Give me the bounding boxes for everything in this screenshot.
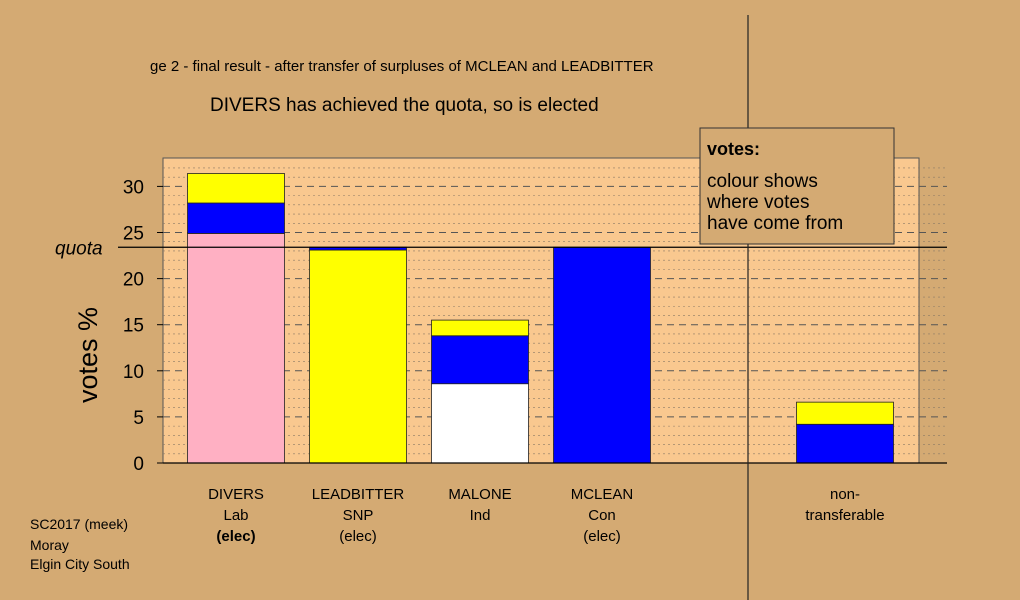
footer-info: SC2017 (meek) Moray Elgin City South: [30, 516, 130, 572]
x-label-party: transferable: [805, 507, 884, 524]
y-axis-label: votes %: [73, 307, 103, 403]
bar-segment: [431, 383, 529, 464]
bar-segment: [431, 335, 529, 385]
x-label-status: (elec): [339, 528, 377, 545]
legend-line: where votes: [706, 192, 809, 213]
chart-subtitle: DIVERS has achieved the quota, so is ele…: [210, 95, 599, 116]
x-label-party: Con: [588, 507, 616, 524]
legend-box: votes: colour shows where votes have com…: [699, 127, 895, 245]
x-label-status: (elec): [216, 528, 255, 545]
x-label-name: MCLEAN: [571, 486, 634, 503]
bar-segment: [431, 319, 529, 337]
footer-line: Elgin City South: [30, 556, 130, 572]
footer-line: Moray: [30, 537, 69, 553]
bar-segment: [796, 401, 894, 425]
x-axis-labels: DIVERS Lab (elec) LEADBITTER SNP (elec) MALONE…: [208, 486, 885, 545]
bar-segment: [187, 173, 285, 204]
x-label-name: non-: [830, 486, 860, 503]
bar-segment: [309, 249, 407, 464]
y-tick-label: 20: [123, 270, 144, 291]
bars: [187, 173, 894, 464]
stage-title: ge 2 - final result - after transfer of …: [150, 58, 654, 75]
x-label-name: LEADBITTER: [312, 486, 405, 503]
x-label-name: MALONE: [448, 486, 511, 503]
bar-segment: [187, 233, 285, 464]
y-tick-label: 0: [133, 454, 144, 475]
bar-segment: [553, 246, 651, 464]
x-label-name: DIVERS: [208, 486, 264, 503]
y-tick-label: 5: [133, 408, 144, 429]
y-tick-label: 10: [123, 362, 144, 383]
y-tick-label: 30: [123, 177, 144, 198]
bar-segment: [796, 423, 894, 464]
x-label-party: Ind: [470, 507, 491, 524]
quota-line-group: quota: [55, 238, 947, 259]
bar-segment: [187, 202, 285, 234]
y-tick-label: 15: [123, 316, 144, 337]
y-tick-label: 25: [123, 224, 144, 245]
x-label-party: Lab: [223, 507, 248, 524]
legend-line: colour shows: [707, 171, 818, 192]
y-axis: 0 5 10 15 20 25 30: [123, 177, 947, 475]
x-label-status: (elec): [583, 528, 621, 545]
x-label-party: SNP: [343, 507, 374, 524]
footer-line: SC2017 (meek): [30, 516, 128, 532]
quota-label: quota: [55, 238, 103, 259]
legend-line: have come from: [707, 213, 843, 234]
legend-title: votes:: [707, 139, 760, 159]
